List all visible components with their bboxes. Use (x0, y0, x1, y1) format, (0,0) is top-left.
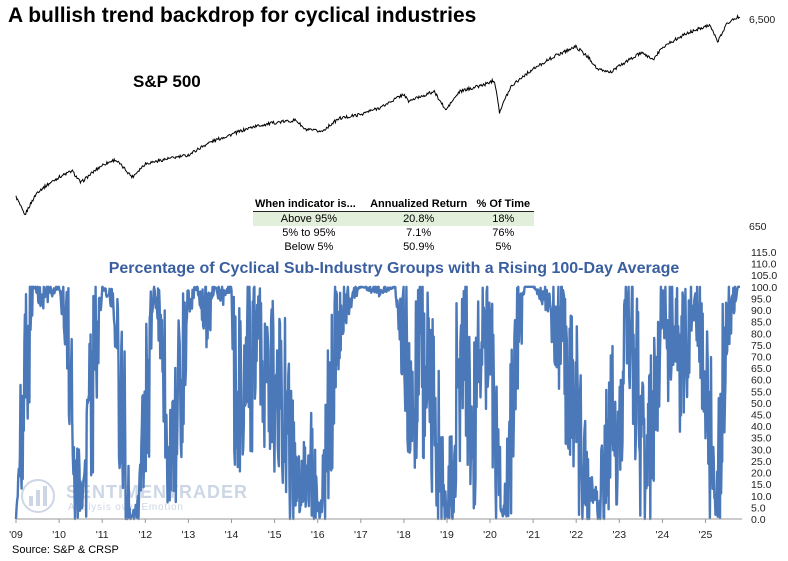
spx-y-axis: 6,500 650 (749, 14, 775, 233)
indicator-y-tick-label: 45.0 (751, 410, 772, 422)
x-tick-label: '20 (483, 529, 497, 541)
stats-cell-return: 50.9% (403, 241, 435, 253)
indicator-y-tick-label: 95.0 (751, 293, 772, 305)
stats-row-5-to-95: 5% to 95% 7.1% 76% (253, 226, 534, 240)
x-tick-label: '18 (397, 529, 411, 541)
stats-cell-return: 20.8% (364, 211, 473, 226)
x-tick-label: '22 (569, 529, 583, 541)
indicator-y-tick-label: 25.0 (751, 456, 772, 468)
stats-cell-condition: Above 95% (253, 211, 365, 226)
indicator-y-tick-label: 10.0 (751, 491, 772, 503)
indicator-y-tick-label: 30.0 (751, 444, 772, 456)
x-tick-label: '15 (268, 529, 282, 541)
x-tick-label: '24 (656, 529, 670, 541)
indicator-y-tick-label: 75.0 (751, 340, 772, 352)
indicator-y-tick-label: 105.0 (751, 270, 777, 282)
x-tick-label: '13 (182, 529, 196, 541)
indicator-y-tick-label: 5.0 (751, 502, 766, 514)
indicator-line (14, 285, 741, 521)
indicator-y-axis: 0.05.010.015.020.025.030.035.040.045.050… (751, 247, 777, 526)
bar-chart-logo-icon (21, 479, 55, 513)
stats-header-row: When indicator is... Annualized Return %… (253, 197, 534, 212)
watermark-brand: SENTIMENTRADER (66, 482, 249, 502)
source-note: Source: S&P & CRSP (12, 544, 119, 556)
spx-y-tick-label: 6,500 (749, 14, 775, 26)
chart-title: A bullish trend backdrop for cyclical in… (8, 4, 477, 27)
indicator-panel-title: Percentage of Cyclical Sub-Industry Grou… (108, 260, 680, 277)
indicator-y-tick-label: 115.0 (751, 247, 777, 259)
stats-header-condition: When indicator is... (253, 197, 365, 212)
x-tick-label: '25 (699, 529, 713, 541)
spx-series-label: S&P 500 (133, 72, 201, 91)
stats-header-time: % Of Time (472, 197, 534, 212)
x-tick-label: '17 (354, 529, 368, 541)
stats-header-return: Annualized Return (364, 197, 473, 212)
indicator-y-tick-label: 35.0 (751, 433, 772, 445)
indicator-y-tick-label: 50.0 (751, 398, 772, 410)
x-axis: '09 '10 '11 '12 '13 '14 '15 '16 '17 '18 '19 '20 '21 '… (9, 519, 713, 541)
indicator-y-tick-label: 110.0 (751, 259, 777, 271)
indicator-y-tick-label: 70.0 (751, 352, 772, 364)
indicator-y-tick-label: 15.0 (751, 479, 772, 491)
indicator-y-tick-label: 85.0 (751, 317, 772, 329)
x-tick-label: '16 (311, 529, 325, 541)
stats-table: When indicator is... Annualized Return %… (253, 197, 534, 254)
indicator-y-tick-label: 90.0 (751, 305, 772, 317)
x-tick-label: '12 (138, 529, 152, 541)
indicator-y-tick-label: 65.0 (751, 363, 772, 375)
stats-cell-condition: 5% to 95% (282, 227, 336, 239)
stats-row-below-5: Below 5% 50.9% 5% (253, 240, 534, 254)
indicator-y-tick-label: 100.0 (751, 282, 777, 294)
indicator-y-tick-label: 60.0 (751, 375, 772, 387)
indicator-y-tick-label: 40.0 (751, 421, 772, 433)
x-tick-label: '09 (9, 529, 23, 541)
x-tick-label: '14 (225, 529, 239, 541)
x-tick-label: '23 (612, 529, 626, 541)
indicator-y-tick-label: 20.0 (751, 468, 772, 480)
x-tick-label: '11 (96, 529, 109, 541)
indicator-y-tick-label: 0.0 (751, 514, 766, 526)
stats-cell-time: 18% (472, 211, 534, 226)
stats-row-above-95: Above 95% 20.8% 18% (253, 211, 534, 226)
stats-cell-time: 5% (495, 241, 512, 253)
indicator-y-tick-label: 80.0 (751, 328, 772, 340)
x-tick-label: '19 (440, 529, 454, 541)
stats-cell-condition: Below 5% (284, 241, 334, 253)
x-tick-label: '21 (526, 529, 540, 541)
spx-y-tick-label: 650 (749, 221, 767, 233)
stats-cell-time: 76% (492, 227, 515, 239)
stats-cell-return: 7.1% (406, 227, 432, 239)
spx-price-line (15, 14, 741, 216)
indicator-y-tick-label: 55.0 (751, 386, 772, 398)
x-tick-label: '10 (52, 529, 66, 541)
